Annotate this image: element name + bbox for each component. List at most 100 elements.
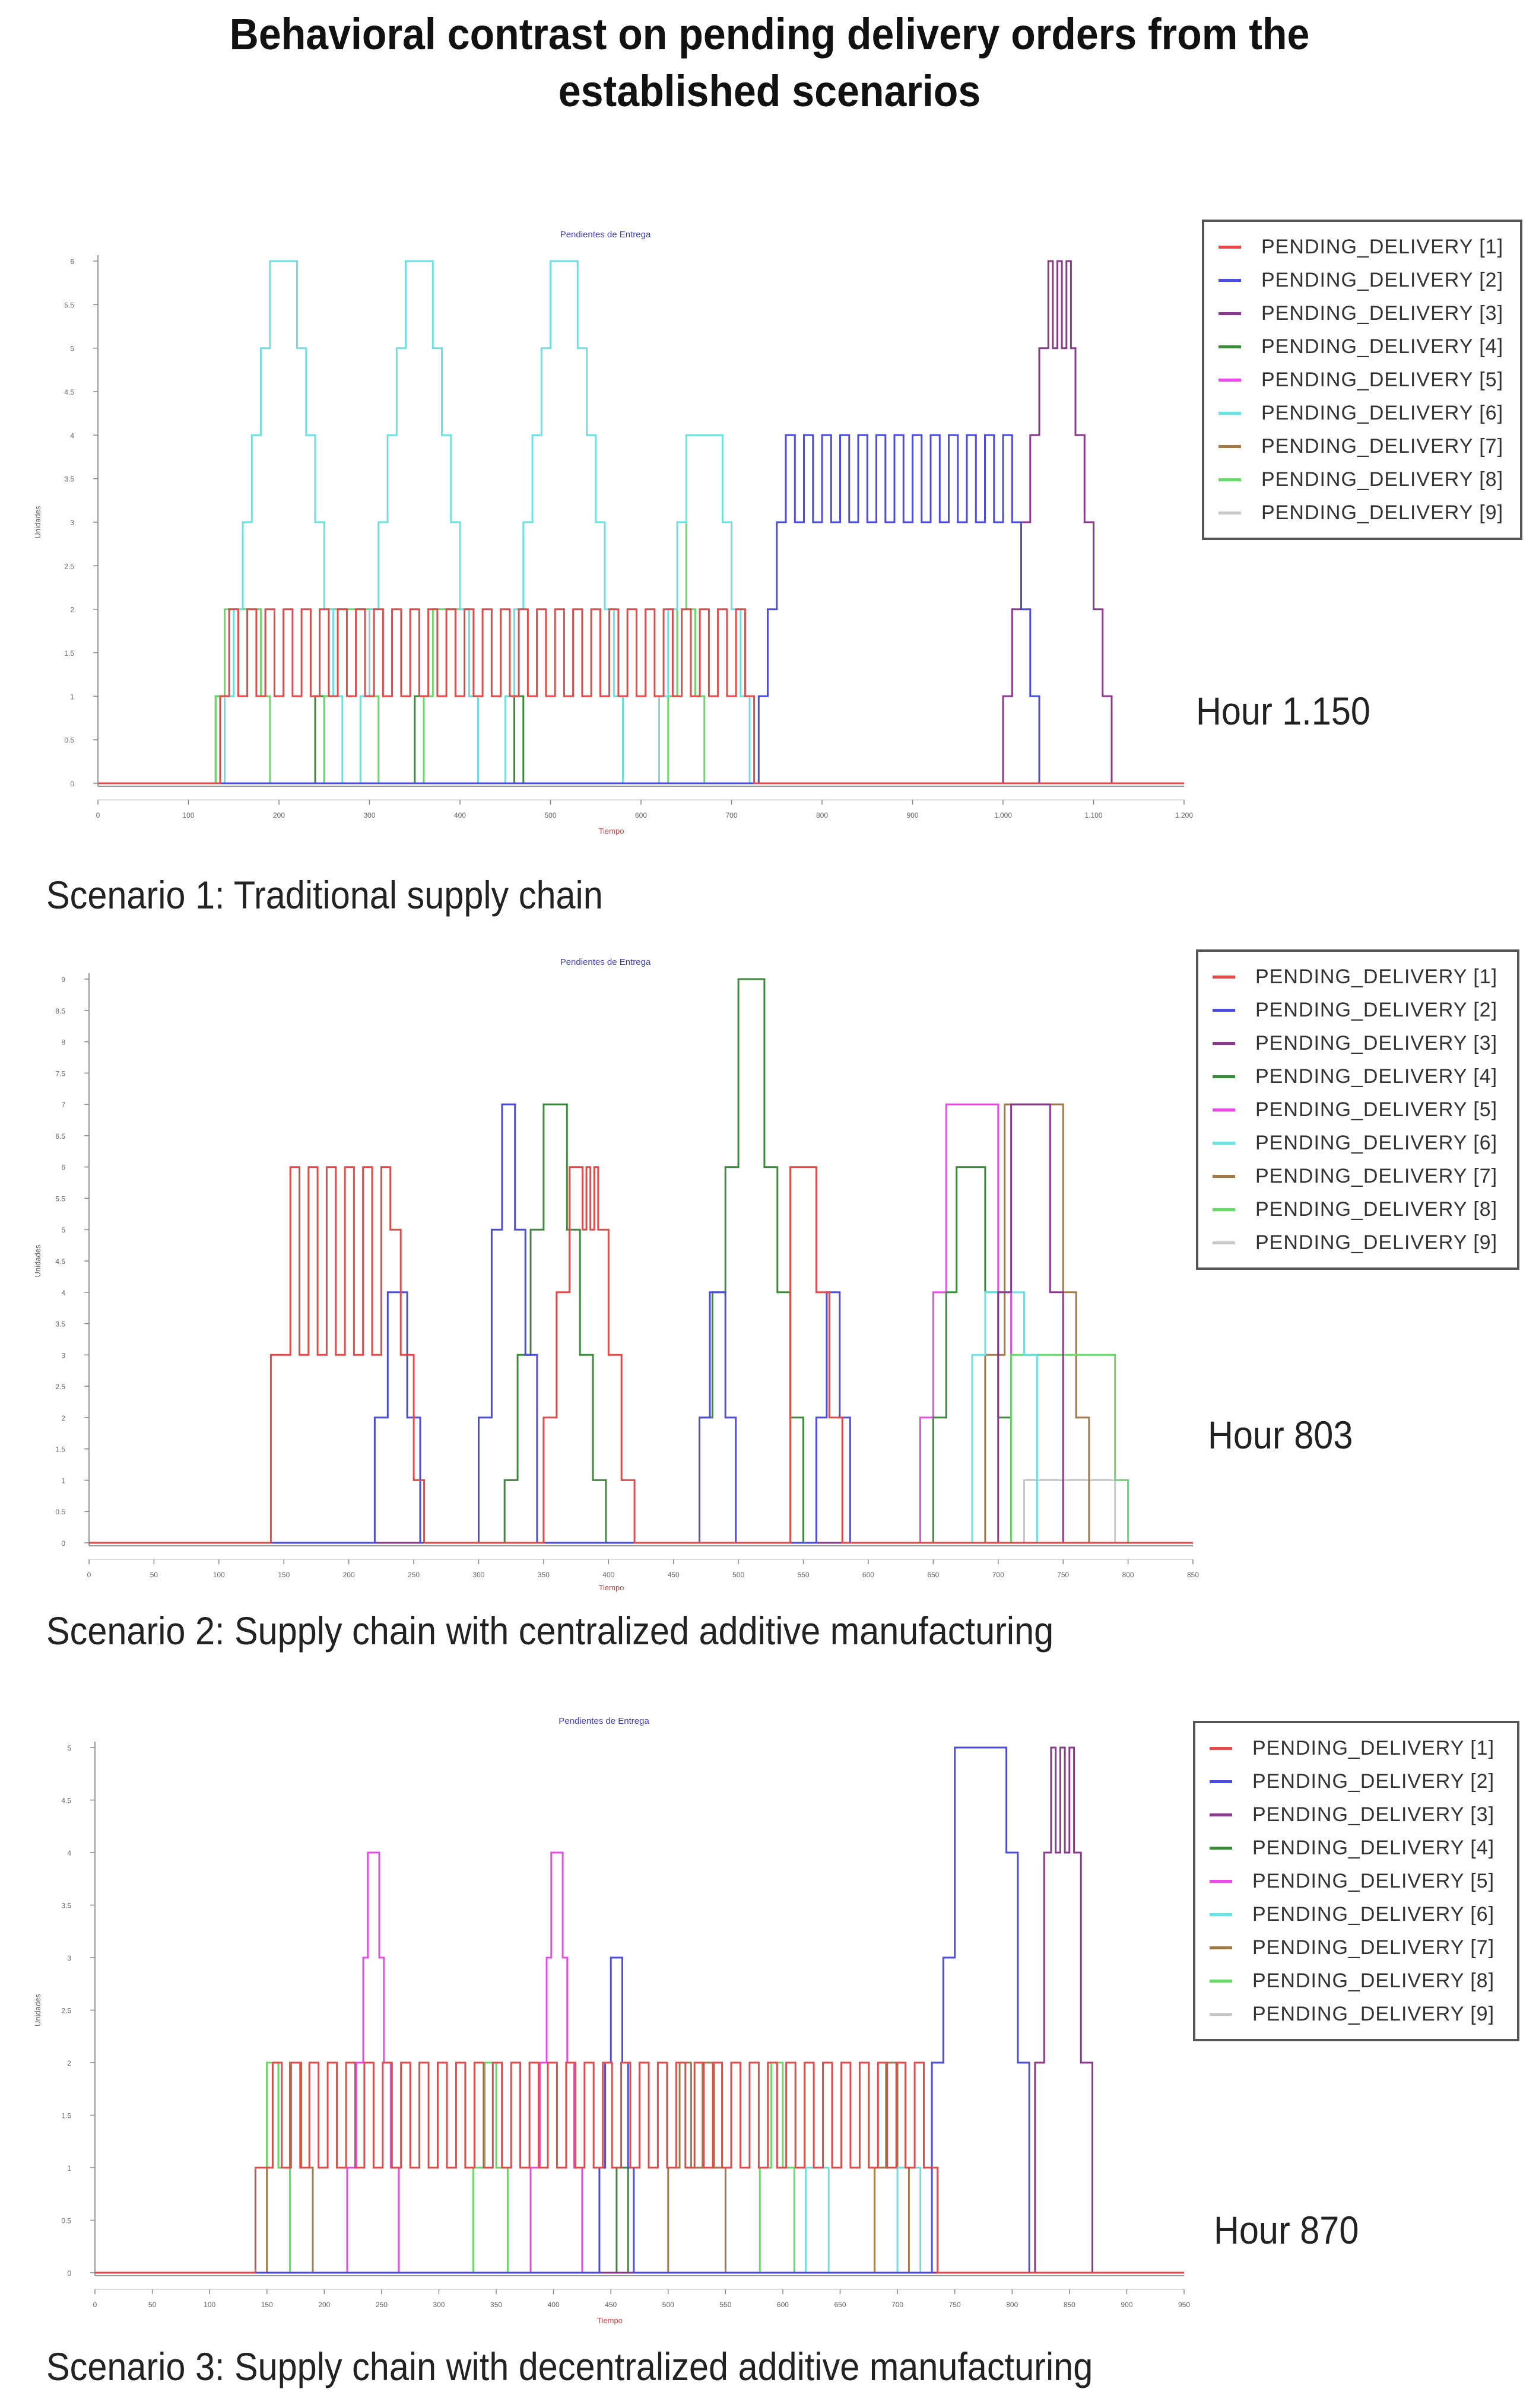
- legend-swatch: [1218, 378, 1241, 382]
- scenario-3-hour-label: Hour 870: [1214, 2208, 1359, 2252]
- y-tick-label: 0.5: [61, 2217, 71, 2225]
- legend-label: PENDING_DELIVERY [6]: [1261, 401, 1504, 424]
- x-tick-label: 200: [343, 1571, 355, 1579]
- scenario-1-panel: Pendientes de Entrega 0 0.5 1 1.5 2 2.5 3 3.5 4 4.…: [0, 214, 1539, 943]
- y-tick-label: 5.5: [64, 301, 74, 309]
- x-tick-label: 100: [182, 811, 194, 819]
- legend-swatch: [1213, 975, 1235, 979]
- legend-item: PENDING_DELIVERY [8]: [1210, 1964, 1503, 1997]
- y-tick-label: 2: [61, 1414, 65, 1422]
- legend-swatch: [1210, 1913, 1232, 1916]
- legend-swatch: [1210, 1746, 1232, 1750]
- legend-label: PENDING_DELIVERY [7]: [1252, 1936, 1495, 1959]
- x-tick-label: 850: [1187, 1571, 1199, 1579]
- series-line-6: [89, 1291, 1193, 1544]
- y-tick-label: 6.5: [55, 1132, 65, 1141]
- legend-label: PENDING_DELIVERY [9]: [1252, 2002, 1495, 2025]
- y-tick-label: 8.5: [55, 1007, 65, 1015]
- x-tick-label: 750: [949, 2301, 961, 2309]
- legend-item: PENDING_DELIVERY [1]: [1210, 1732, 1503, 1765]
- legend-label: PENDING_DELIVERY [3]: [1261, 301, 1504, 325]
- y-tick-label: 0: [67, 2269, 71, 2277]
- x-tick-label: 1.000: [994, 811, 1012, 819]
- legend-label: PENDING_DELIVERY [8]: [1261, 468, 1504, 491]
- y-tick-label: 6: [70, 258, 74, 266]
- scenario-2-hour-label: Hour 803: [1208, 1413, 1353, 1457]
- scenario-3-chart: Pendientes de Entrega 0 0.5 1 1.5 2 2.5 3 3.5 4 4.…: [33, 1716, 1190, 2325]
- x-tick-label: 400: [602, 1571, 614, 1579]
- series-line-3: [95, 1746, 1184, 2274]
- scenario-1-caption: Scenario 1: Traditional supply chain: [46, 873, 603, 917]
- legend-label: PENDING_DELIVERY [8]: [1255, 1197, 1498, 1221]
- x-tick-label: 250: [376, 2301, 388, 2309]
- y-tick-label: 5: [61, 1226, 65, 1234]
- series-line-8: [89, 1354, 1193, 1544]
- x-axis-label: Tiempo: [599, 1583, 624, 1592]
- legend-label: PENDING_DELIVERY [3]: [1252, 1803, 1495, 1826]
- y-tick-label: 4.5: [61, 1797, 71, 1805]
- series-line-7: [95, 2061, 1184, 2274]
- legend-item: PENDING_DELIVERY [4]: [1210, 1831, 1503, 1864]
- legend-swatch: [1210, 1946, 1232, 1949]
- legend-item: PENDING_DELIVERY [5]: [1213, 1093, 1503, 1126]
- x-tick-label: 800: [1006, 2301, 1018, 2309]
- legend-label: PENDING_DELIVERY [1]: [1255, 965, 1498, 988]
- y-tick-label: 3.5: [64, 475, 74, 484]
- x-tick-label: 50: [148, 2301, 157, 2309]
- scenario-1-legend: PENDING_DELIVERY [1] PENDING_DELIVERY [2]…: [1202, 220, 1522, 540]
- legend-item: PENDING_DELIVERY [3]: [1218, 297, 1506, 330]
- legend-label: PENDING_DELIVERY [2]: [1252, 1770, 1495, 1793]
- x-tick-label: 0: [96, 811, 100, 819]
- y-tick-label: 3: [70, 519, 74, 527]
- y-tick-label: 1.5: [64, 649, 74, 657]
- y-axis-label: Unidades: [33, 1994, 42, 2026]
- x-tick-label: 800: [816, 811, 828, 819]
- x-tick-label: 900: [906, 811, 918, 819]
- legend-swatch: [1218, 511, 1241, 514]
- legend-swatch: [1213, 1008, 1235, 1012]
- x-axis-label: Tiempo: [599, 827, 624, 836]
- x-tick-label: 950: [1178, 2301, 1190, 2309]
- legend-label: PENDING_DELIVERY [6]: [1252, 1902, 1495, 1926]
- y-tick-label: 3: [61, 1351, 65, 1359]
- x-tick-label: 600: [862, 1571, 874, 1579]
- y-tick-label: 9: [61, 976, 65, 984]
- scenario-1-chart: Pendientes de Entrega 0 0.5 1 1.5 2 2.5 3 3.5 4 4.…: [33, 230, 1193, 836]
- legend-swatch: [1210, 2012, 1232, 2016]
- y-tick-label: 2: [70, 606, 74, 614]
- x-tick-label: 300: [363, 811, 375, 819]
- legend-swatch: [1213, 1075, 1235, 1078]
- y-tick-label: 8: [61, 1038, 65, 1047]
- figure-title: Behavioral contrast on pending delivery …: [62, 6, 1478, 120]
- legend-item: PENDING_DELIVERY [2]: [1213, 993, 1503, 1027]
- scenario-3-legend: PENDING_DELIVERY [1] PENDING_DELIVERY [2]…: [1193, 1721, 1519, 2041]
- x-tick-label: 1.100: [1084, 811, 1102, 819]
- legend-label: PENDING_DELIVERY [5]: [1255, 1098, 1498, 1121]
- y-tick-label: 1.5: [55, 1446, 65, 1454]
- legend-item: PENDING_DELIVERY [7]: [1210, 1931, 1503, 1964]
- scenario-3-caption: Scenario 3: Supply chain with decentrali…: [46, 2345, 1093, 2388]
- legend-item: PENDING_DELIVERY [7]: [1213, 1159, 1503, 1193]
- series-line-2: [89, 1103, 1193, 1544]
- legend-item: PENDING_DELIVERY [5]: [1210, 1864, 1503, 1898]
- y-tick-label: 2.5: [64, 562, 74, 570]
- legend-swatch: [1210, 1879, 1232, 1883]
- x-tick-label: 250: [408, 1571, 420, 1579]
- legend-swatch: [1218, 312, 1241, 315]
- x-tick-label: 500: [732, 1571, 744, 1579]
- x-tick-label: 350: [538, 1571, 550, 1579]
- series-line-4: [89, 978, 1193, 1544]
- y-tick-label: 4.5: [64, 388, 74, 396]
- x-tick-label: 500: [544, 811, 556, 819]
- legend-item: PENDING_DELIVERY [2]: [1218, 263, 1506, 297]
- x-tick-label: 350: [490, 2301, 502, 2309]
- y-tick-label: 2.5: [61, 2007, 71, 2015]
- x-tick-label: 650: [834, 2301, 846, 2309]
- y-tick-label: 1.5: [61, 2112, 71, 2120]
- series-line-2: [95, 1746, 1184, 2274]
- series-line-2: [98, 434, 1184, 784]
- legend-item: PENDING_DELIVERY [2]: [1210, 1765, 1503, 1798]
- legend-item: PENDING_DELIVERY [7]: [1218, 430, 1506, 463]
- y-tick-label: 0.5: [64, 736, 74, 745]
- legend-item: PENDING_DELIVERY [8]: [1218, 463, 1506, 496]
